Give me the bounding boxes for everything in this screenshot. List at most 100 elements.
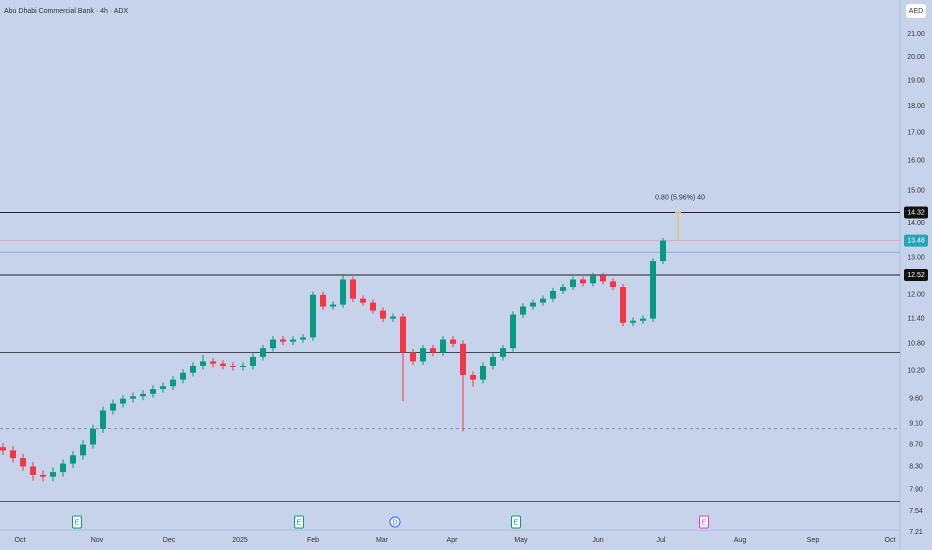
candle-body bbox=[30, 466, 36, 475]
price-label-box bbox=[904, 206, 928, 219]
y-tick-label: 20.00 bbox=[907, 54, 925, 61]
candle-body bbox=[370, 302, 376, 311]
event-marker bbox=[389, 516, 401, 528]
event-marker bbox=[294, 515, 304, 529]
candle-body bbox=[290, 339, 296, 342]
y-tick-label: 11.40 bbox=[908, 316, 925, 323]
candle-body bbox=[570, 279, 576, 288]
y-tick-label: 7.90 bbox=[909, 486, 923, 493]
candle-body bbox=[450, 339, 456, 344]
candle-body bbox=[480, 365, 486, 380]
x-tick-label: Nov bbox=[91, 537, 104, 544]
candle-body bbox=[130, 396, 136, 399]
candle-body bbox=[0, 447, 6, 451]
y-tick-label: 15.00 bbox=[907, 188, 925, 195]
candle-body bbox=[460, 343, 466, 376]
candle-body bbox=[380, 310, 386, 319]
candle-body bbox=[350, 279, 356, 299]
x-tick-label: Jun bbox=[592, 537, 603, 544]
candle-body bbox=[80, 444, 86, 456]
candle-body bbox=[240, 365, 246, 367]
candle-body bbox=[490, 356, 496, 366]
y-tick-label: 8.30 bbox=[909, 463, 923, 470]
candle-body bbox=[660, 240, 666, 262]
candle-body bbox=[10, 450, 16, 459]
candle-body bbox=[500, 348, 506, 357]
event-marker bbox=[699, 515, 709, 529]
x-tick-label: Mar bbox=[376, 537, 389, 544]
candle-body bbox=[650, 261, 656, 319]
candle-body bbox=[40, 474, 46, 477]
candle-body bbox=[20, 458, 26, 467]
candle-body bbox=[560, 287, 566, 291]
x-tick-label: Apr bbox=[447, 537, 459, 544]
candle-body bbox=[600, 275, 606, 282]
y-tick-label: 13.00 bbox=[907, 254, 925, 261]
y-tick-label: 10.80 bbox=[907, 341, 925, 348]
y-tick-label: 8.70 bbox=[909, 441, 923, 448]
currency-box bbox=[906, 4, 926, 18]
candle-body bbox=[440, 339, 446, 353]
y-tick-label: 10.20 bbox=[907, 367, 925, 374]
candle-body bbox=[330, 304, 336, 307]
y-tick-label: 9.10 bbox=[909, 420, 923, 427]
chart-title: Abu Dhabi Commercial Bank · 4h · ADX bbox=[4, 8, 128, 15]
candle-body bbox=[110, 403, 116, 411]
y-tick-label: 17.00 bbox=[907, 129, 925, 136]
y-tick-label: 7.21 bbox=[909, 529, 923, 536]
event-label: E bbox=[514, 519, 519, 526]
event-label: D bbox=[392, 519, 397, 526]
event-label: E bbox=[702, 519, 707, 526]
candle-body bbox=[470, 375, 476, 380]
candle-body bbox=[190, 365, 196, 373]
candle-body bbox=[430, 348, 436, 353]
candle-body bbox=[580, 279, 586, 284]
candle-body bbox=[320, 294, 326, 307]
candle-body bbox=[510, 314, 516, 349]
candle-body bbox=[300, 337, 306, 340]
candle-body bbox=[640, 318, 646, 321]
x-tick-label: Sep bbox=[807, 537, 820, 544]
y-tick-label: 7.54 bbox=[909, 508, 923, 515]
x-tick-label: Jul bbox=[657, 537, 666, 544]
candle-body bbox=[420, 348, 426, 362]
candle-body bbox=[590, 275, 596, 284]
candle-body bbox=[540, 298, 546, 303]
candle-body bbox=[520, 306, 526, 315]
candle-body bbox=[200, 361, 206, 366]
price-label: 14.32 bbox=[907, 209, 925, 216]
candle-body bbox=[280, 339, 286, 342]
event-label: E bbox=[75, 519, 80, 526]
currency: AED bbox=[909, 8, 923, 15]
candle-body bbox=[150, 389, 156, 394]
y-tick-label: 14.00 bbox=[907, 220, 925, 227]
y-tick-label: 18.00 bbox=[907, 103, 925, 110]
candle-body bbox=[310, 294, 316, 338]
candle-body bbox=[140, 393, 146, 397]
last-price-label: 13.48 bbox=[907, 237, 925, 244]
measure-label: 0.80 (5.96%) 40 bbox=[655, 194, 705, 201]
candle-body bbox=[170, 379, 176, 387]
candle-body bbox=[250, 356, 256, 366]
candle-body bbox=[100, 410, 106, 429]
candle-body bbox=[230, 365, 236, 367]
candle-body bbox=[90, 428, 96, 445]
x-tick-label: Oct bbox=[885, 537, 896, 544]
candle-body bbox=[260, 348, 266, 357]
x-tick-label: 2025 bbox=[232, 537, 248, 544]
candle-body bbox=[340, 279, 346, 305]
x-tick-label: Oct bbox=[15, 537, 26, 544]
candle-body bbox=[550, 290, 556, 299]
candle-body bbox=[60, 463, 66, 473]
y-tick-label: 12.00 bbox=[907, 292, 925, 299]
event-marker bbox=[72, 515, 82, 529]
candle-body bbox=[210, 361, 216, 364]
y-tick-label: 21.00 bbox=[907, 31, 925, 38]
candle-body bbox=[120, 398, 126, 404]
last-price-box bbox=[904, 234, 928, 247]
candle-body bbox=[610, 281, 616, 288]
price-label: 12.52 bbox=[907, 272, 925, 279]
candle-body bbox=[180, 372, 186, 380]
